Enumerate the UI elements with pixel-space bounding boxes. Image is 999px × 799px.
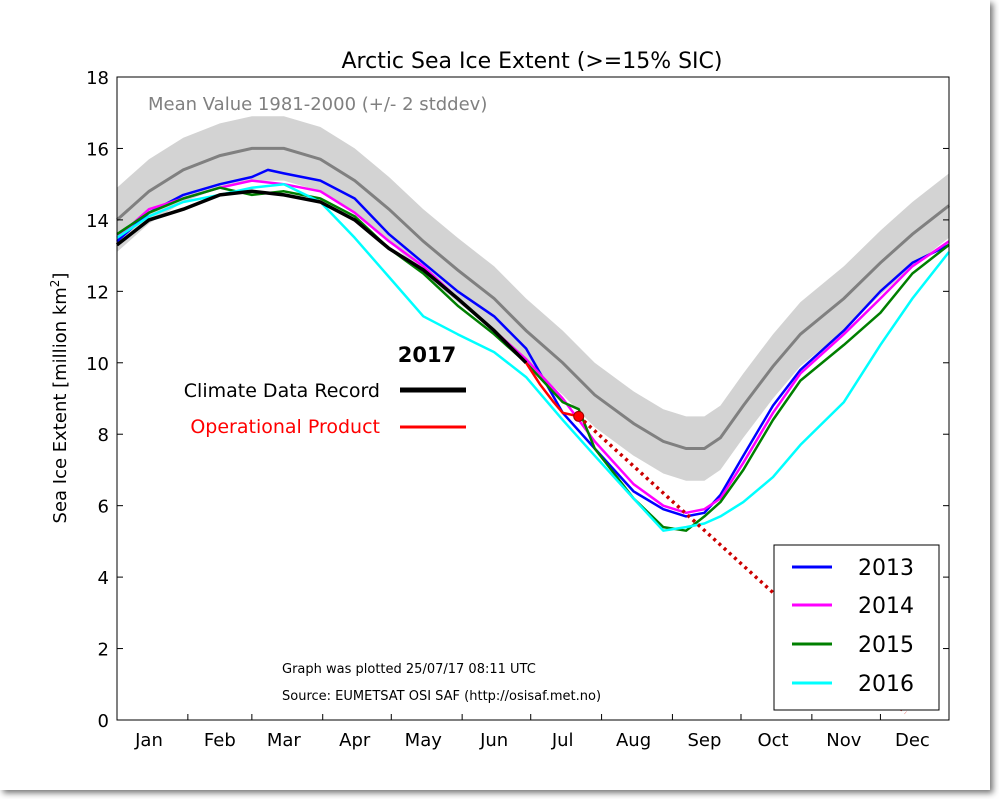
- legend-box: [773, 544, 940, 711]
- chart-title: Arctic Sea Ice Extent (>=15% SIC): [341, 49, 722, 74]
- x-tick-label-aug: Aug: [616, 730, 651, 751]
- series-layer: [115, 168, 950, 715]
- figure-frame: Arctic Sea Ice Extent (>=15% SIC) 0 2 4 6 8 1…: [48, 49, 950, 751]
- y-tick-label-14: 14: [86, 211, 109, 232]
- plot-date-note: Graph was plotted 25/07/17 08:11 UTC: [282, 662, 536, 677]
- x-tick-label-jan: Jan: [134, 730, 163, 751]
- x-tick-label-mar: Mar: [267, 730, 302, 751]
- series-line-operational-product: [525, 362, 579, 418]
- mean-line: [116, 146, 950, 450]
- y-tick-label-18: 18: [86, 68, 109, 89]
- x-tick-label-nov: Nov: [826, 730, 861, 751]
- legend-label-2014: 2014: [858, 594, 914, 619]
- mean-stddev-band: [117, 116, 949, 481]
- y-tick-label-16: 16: [86, 139, 109, 160]
- x-tick-label-jul: Jul: [551, 730, 574, 751]
- y-axis-ticks: 0 2 4 6 8 10 12 14 16 18: [86, 68, 949, 732]
- x-tick-label-apr: Apr: [339, 730, 371, 751]
- series-line-2014: [116, 179, 950, 515]
- series-line-2016: [116, 182, 950, 532]
- x-tick-label-may: May: [405, 730, 443, 751]
- y-tick-label-6: 6: [98, 497, 109, 518]
- x-tick-label-feb: Feb: [204, 730, 236, 751]
- x-tick-label-sep: Sep: [687, 730, 721, 751]
- legend-2017-heading: 2017: [398, 343, 456, 367]
- legend-op-label: Operational Product: [190, 416, 380, 438]
- legend-2017: 2017 Climate Data Record Operational Pro…: [184, 343, 466, 438]
- x-axis-ticks: Jan Feb Mar Apr May Jun Jul Aug Sep Oct Nov Dec: [116, 714, 930, 751]
- y-tick-label-12: 12: [86, 282, 109, 303]
- legend-label-2015: 2015: [858, 633, 914, 658]
- x-tick-label-jun: Jun: [479, 730, 508, 751]
- y-tick-label-10: 10: [86, 354, 109, 375]
- plot-area: [115, 116, 950, 715]
- mean-band-layer: [116, 116, 950, 481]
- legend-years: 2013 2014 2015 2016: [773, 544, 940, 711]
- y-tick-label-4: 4: [98, 568, 109, 589]
- plot-border: [116, 76, 950, 721]
- legend-label-2016: 2016: [858, 672, 914, 697]
- y-tick-label-8: 8: [98, 425, 109, 446]
- legend-cdr-label: Climate Data Record: [184, 380, 380, 402]
- y-tick-label-2: 2: [98, 640, 109, 661]
- y-axis-label: Sea Ice Extent [million km2]: [48, 273, 71, 524]
- series-line-climate-data-record: [115, 189, 528, 365]
- legend-label-2013: 2013: [858, 556, 914, 581]
- mean-label: Mean Value 1981-2000 (+/- 2 stddev): [148, 94, 487, 115]
- source-note: Source: EUMETSAT OSI SAF (http://osisaf.…: [282, 689, 601, 704]
- latest-value-marker: [573, 410, 585, 422]
- x-tick-label-oct: Oct: [757, 730, 788, 751]
- x-tick-label-dec: Dec: [895, 730, 930, 751]
- sea-ice-chart: Arctic Sea Ice Extent (>=15% SIC) 0 2 4 6 8 1…: [48, 49, 950, 751]
- y-tick-label-0: 0: [98, 711, 109, 732]
